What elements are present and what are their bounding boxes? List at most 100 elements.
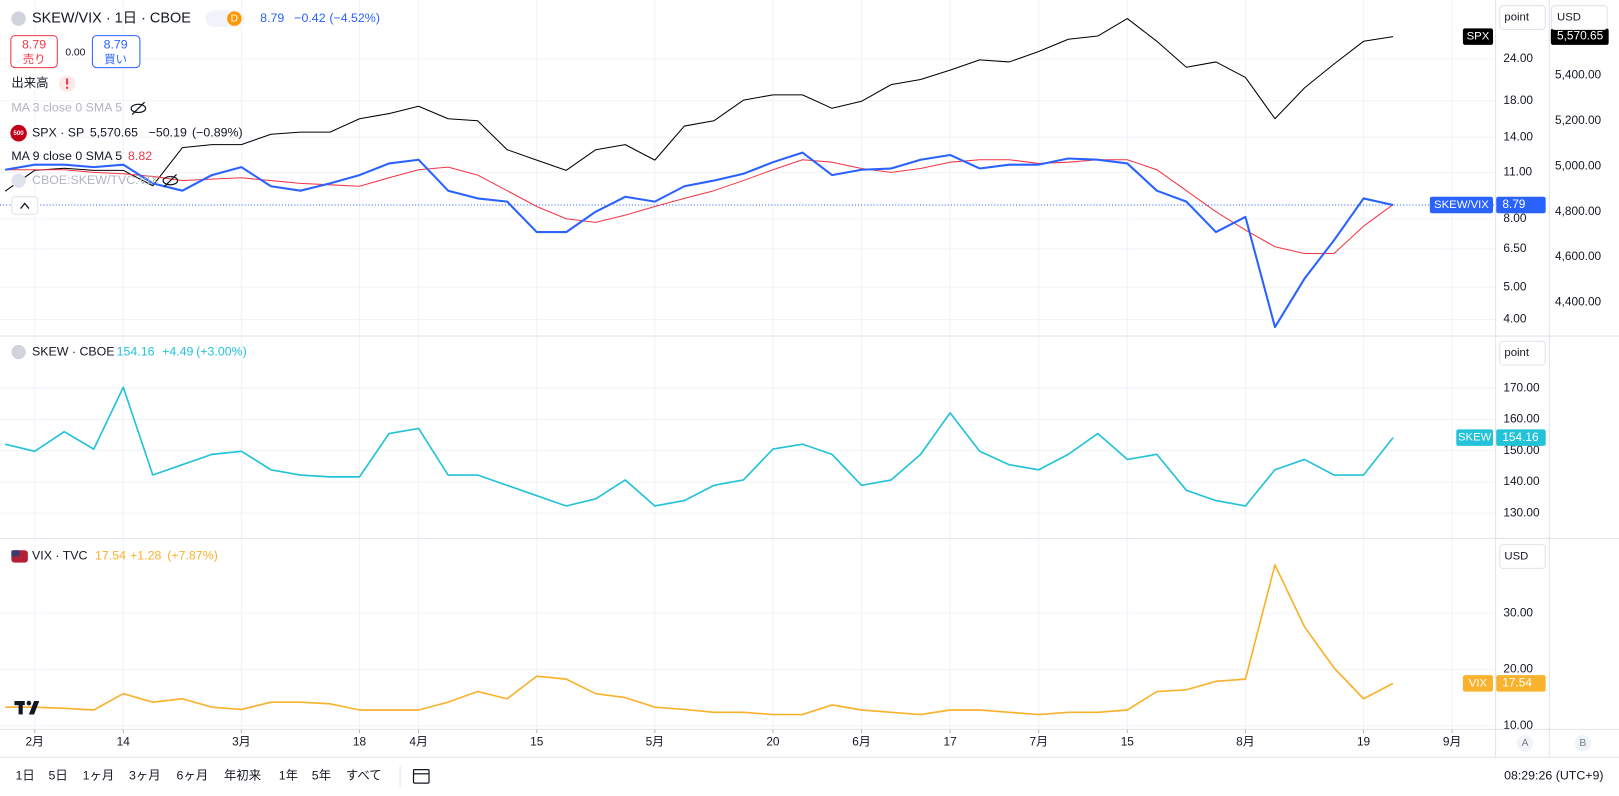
y-tick-label: 5.00 xyxy=(1503,279,1526,293)
change-pct: (+7.87%) xyxy=(167,549,218,563)
last-value: 8.79 xyxy=(260,11,284,25)
y-tick-label: 4,600.00 xyxy=(1555,249,1602,263)
collapse-button[interactable] xyxy=(11,196,39,215)
range-button[interactable]: 1日 xyxy=(15,769,34,783)
symbol-title: SKEW/VIX · 1日 · CBOE xyxy=(32,10,191,26)
logo-part xyxy=(18,701,23,715)
ma-legend: MA 9 close 0 SMA 5 xyxy=(11,149,122,163)
y-tick-label: 150.00 xyxy=(1503,443,1540,457)
range-button[interactable]: 6ヶ月 xyxy=(177,769,209,783)
y-tick-label: 10.00 xyxy=(1503,718,1533,732)
scale-button[interactable] xyxy=(1574,735,1592,752)
change: +1.28 xyxy=(130,549,161,563)
hidden-overlay: CBOE:SKEW/TVC:VIX xyxy=(32,173,159,187)
chevron xyxy=(20,202,30,209)
x-tick-label: 9月 xyxy=(1443,734,1461,748)
range-button[interactable]: 3ヶ月 xyxy=(129,769,161,783)
unit-label: point xyxy=(1504,12,1529,24)
eye-slash xyxy=(131,101,145,116)
last-value-label: 5,570.65 xyxy=(1557,29,1604,43)
range-button[interactable]: すべて xyxy=(346,769,382,783)
ma-last: 8.82 xyxy=(128,149,152,163)
unit-label: USD xyxy=(1557,12,1581,24)
main-legend: SKEW/VIX · 1日 · CBOE D 8.79 −0.42 (−4.52… xyxy=(10,10,380,215)
scale-label: A xyxy=(1522,738,1529,749)
x-tick-label: 19 xyxy=(1357,734,1371,748)
unit-button[interactable] xyxy=(1499,5,1546,30)
series-tag-label: SPX xyxy=(1467,31,1490,43)
last-value-label: 17.54 xyxy=(1502,676,1532,690)
x-tick-label: 8月 xyxy=(1236,734,1254,748)
scale-button[interactable] xyxy=(1516,735,1534,752)
y-tick-label: 8.00 xyxy=(1503,211,1526,225)
change-pct: (+3.00%) xyxy=(196,344,247,358)
compare-change: −50.19 xyxy=(149,125,187,139)
compare-title: SPX · SP xyxy=(32,125,84,139)
logo xyxy=(14,700,40,715)
series-line xyxy=(4,386,1394,507)
buy-button[interactable] xyxy=(91,35,141,69)
calendar xyxy=(412,769,430,784)
buy-label: 買い xyxy=(104,53,127,66)
frames xyxy=(0,0,1619,758)
series-line xyxy=(4,151,1394,329)
range-button[interactable]: 5年 xyxy=(312,769,331,783)
sell-label: 売り xyxy=(23,53,46,66)
y-tick-label: 6.50 xyxy=(1503,241,1526,255)
unit-button[interactable] xyxy=(1499,544,1546,569)
vix-legend: VIX · TVC 17.54 +1.28 (+7.87%) xyxy=(11,549,218,563)
y-tick-label: 4,400.00 xyxy=(1555,295,1602,309)
hidden-eye-icon[interactable] xyxy=(130,101,147,116)
x-tick-label: 17 xyxy=(944,734,957,748)
buy-price: 8.79 xyxy=(104,38,128,52)
x-tick-label: 2月 xyxy=(25,734,43,748)
x-tick-label: 7月 xyxy=(1029,734,1047,748)
unit-button[interactable] xyxy=(1550,5,1608,30)
sell-price: 8.79 xyxy=(22,38,46,52)
symbol-icon xyxy=(11,344,26,360)
interval-label: D xyxy=(231,13,238,24)
compare-last: 5,570.65 xyxy=(90,125,138,139)
overlay-icon xyxy=(11,173,26,188)
last-value-label: 154.16 xyxy=(1502,430,1539,444)
range-button[interactable]: 年初来 xyxy=(224,769,261,783)
series-tag xyxy=(1456,429,1494,446)
x-tick-label: 14 xyxy=(117,734,131,748)
range-bar: 1日 5日 1ヶ月 3ヶ月 6ヶ月 年初来 1年 5年 すべて 08:29:26… xyxy=(15,766,1604,787)
change: −0.42 xyxy=(294,11,325,25)
y-tick-label: 14.00 xyxy=(1503,129,1533,143)
spread: 0.00 xyxy=(65,47,85,58)
change-pct: (−4.52%) xyxy=(329,11,380,25)
symbol-title: VIX · TVC xyxy=(32,549,88,563)
range-button[interactable]: 1ヶ月 xyxy=(83,769,115,783)
y-tick-label: 160.00 xyxy=(1503,412,1540,426)
series-tag-label: VIX xyxy=(1469,677,1488,689)
y-tick-label: 130.00 xyxy=(1503,505,1540,519)
unit-button[interactable] xyxy=(1499,340,1546,366)
series-tag xyxy=(1462,28,1494,45)
y-tick-label: 5,400.00 xyxy=(1555,68,1602,82)
x-tick-label: 3月 xyxy=(232,734,250,748)
clock: 08:29:26 (UTC+9) xyxy=(1504,769,1603,783)
sell-button[interactable] xyxy=(10,35,58,69)
interval-dot xyxy=(227,11,242,26)
range-button[interactable]: 1年 xyxy=(279,769,298,783)
y-tick-label: 18.00 xyxy=(1503,93,1533,107)
y-tick-label: 5,000.00 xyxy=(1555,158,1602,172)
y-tick-label: 4,800.00 xyxy=(1555,204,1602,218)
date-range-icon[interactable] xyxy=(412,769,430,784)
last-value-box xyxy=(1550,28,1609,45)
hidden-study: MA 3 close 0 SMA 5 xyxy=(11,101,122,115)
compare-icon-text: 500 xyxy=(13,130,24,137)
unit-label: USD xyxy=(1504,550,1528,562)
range-button[interactable]: 5日 xyxy=(49,769,68,783)
x-tick-label: 6月 xyxy=(852,734,870,748)
last-value-box xyxy=(1496,675,1546,692)
overlay-eye-icon[interactable] xyxy=(162,174,179,188)
last-value-box xyxy=(1496,429,1546,446)
last-value-box xyxy=(1496,196,1546,214)
compare-icon xyxy=(10,124,27,142)
